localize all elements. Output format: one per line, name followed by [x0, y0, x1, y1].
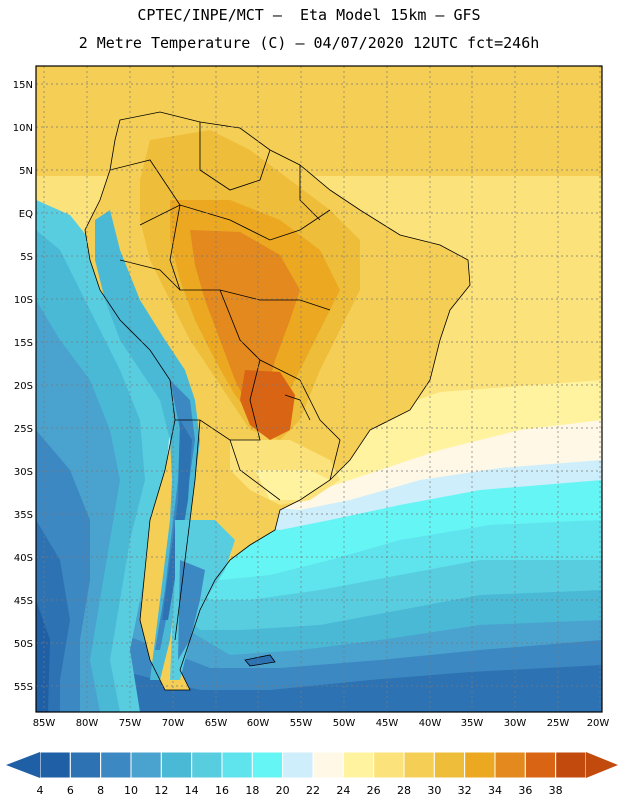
lat-label: 15N	[13, 80, 33, 91]
colorbar-label: 38	[548, 784, 563, 797]
colorbar-lower-arrow	[6, 752, 40, 778]
lon-label: 45W	[376, 718, 399, 729]
colorbar-label: 34	[488, 784, 502, 797]
colorbar-swatch	[403, 751, 435, 779]
map-frame	[35, 65, 603, 713]
lon-label: 60W	[247, 718, 270, 729]
colorbar-label: 14	[184, 784, 199, 797]
colorbar-swatch	[464, 751, 496, 779]
colorbar-swatch	[524, 751, 557, 779]
lon-label: 85W	[33, 718, 56, 729]
colorbar-label: 18	[245, 784, 260, 797]
lat-label: 55S	[14, 682, 33, 693]
colorbar-label: 30	[427, 784, 442, 797]
colorbar-label: 32	[457, 784, 472, 797]
colorbar-swatch	[373, 751, 405, 779]
colorbar-swatch	[160, 751, 193, 779]
colorbar-label: 28	[397, 784, 411, 797]
temperature-colorbar	[6, 751, 618, 779]
colorbar-upper-arrow	[586, 752, 618, 778]
colorbar-label: 26	[366, 784, 381, 797]
map-title-line2: 2 Metre Temperature (C) – 04/07/2020 12U…	[78, 34, 540, 52]
colorbar-swatch	[221, 751, 253, 779]
colorbar-swatch	[39, 751, 71, 779]
map-field	[36, 66, 602, 712]
longitude-labels: 85W 80W 75W 70W 65W 60W 55W 50W 45W 40W …	[33, 718, 610, 729]
colorbar-label: 16	[215, 784, 229, 797]
lon-label: 35W	[461, 718, 484, 729]
lon-label: 80W	[76, 718, 99, 729]
lon-label: 30W	[504, 718, 527, 729]
lat-label: 15S	[14, 338, 33, 349]
lon-label: 20W	[587, 718, 610, 729]
colorbar-swatch	[130, 751, 162, 779]
colorbar-label: 6	[66, 784, 74, 797]
colorbar-swatch	[251, 751, 284, 779]
lon-label: 75W	[119, 718, 142, 729]
colorbar-swatch	[69, 751, 102, 779]
lon-label: 65W	[205, 718, 228, 729]
lat-label: 5S	[20, 252, 33, 263]
lat-label: 10N	[13, 123, 33, 134]
lon-label: 25W	[547, 718, 570, 729]
lat-label: 25S	[14, 424, 33, 435]
colorbar-swatch	[312, 751, 344, 779]
colorbar-label: 36	[518, 784, 533, 797]
lat-label: 5N	[19, 166, 33, 177]
lat-label: 40S	[14, 553, 33, 564]
lat-label: 50S	[14, 639, 33, 650]
lat-label: 45S	[14, 596, 33, 607]
colorbar-label: 4	[36, 784, 44, 797]
latitude-labels: 15N 10N 5N EQ 5S 10S 15S 20S 25S 30S 35S…	[13, 80, 33, 693]
colorbar-swatch	[100, 751, 132, 779]
colorbar-label: 8	[97, 784, 105, 797]
colorbar-label: 22	[306, 784, 320, 797]
lon-label: 40W	[419, 718, 442, 729]
lat-label: 30S	[14, 467, 33, 478]
map-title-line1: CPTEC/INPE/MCT – Eta Model 15km – GFS	[137, 6, 481, 24]
lon-label: 55W	[290, 718, 313, 729]
lon-label: 70W	[162, 718, 185, 729]
colorbar-swatch	[433, 751, 466, 779]
colorbar-swatch	[191, 751, 223, 779]
colorbar-swatch	[494, 751, 526, 779]
colorbar-label: 12	[154, 784, 169, 797]
lat-label: 20S	[14, 381, 33, 392]
colorbar-label: 10	[124, 784, 138, 797]
lat-label: 35S	[14, 510, 33, 521]
lat-label: 10S	[14, 295, 33, 306]
lon-label: 50W	[333, 718, 356, 729]
lat-label: EQ	[19, 209, 33, 220]
colorbar-label: 20	[275, 784, 290, 797]
colorbar-swatch	[555, 751, 587, 779]
colorbar-swatch	[282, 751, 314, 779]
colorbar-swatch	[342, 751, 375, 779]
colorbar-label: 24	[336, 784, 351, 797]
